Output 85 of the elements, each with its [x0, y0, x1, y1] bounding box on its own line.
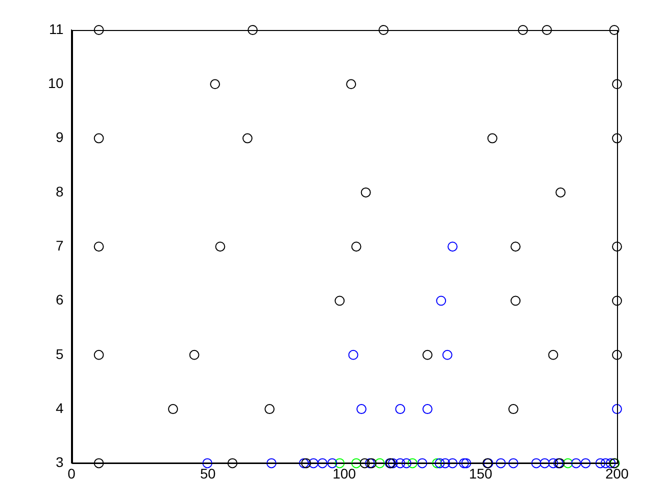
point: [487, 133, 498, 144]
point: [266, 458, 276, 468]
y-tick-label: 7: [56, 237, 64, 254]
x-tick-label: 50: [200, 465, 216, 482]
point: [580, 458, 591, 468]
point: [508, 458, 518, 468]
x-tick-label: 100: [332, 465, 356, 482]
point: [548, 350, 558, 360]
y-tick-label: 10: [48, 75, 64, 92]
point: [356, 404, 366, 414]
y-tick-label: 4: [56, 400, 64, 416]
point: [571, 458, 582, 468]
point: [348, 350, 358, 360]
point: [612, 296, 622, 306]
point: [351, 242, 362, 252]
point: [542, 25, 552, 35]
y-tick-label: 3: [56, 454, 64, 470]
point: [395, 458, 406, 468]
point: [434, 458, 445, 468]
y-tick-label: 5: [56, 346, 64, 362]
point: [612, 242, 622, 252]
point: [510, 242, 521, 252]
point: [189, 350, 200, 360]
point: [510, 296, 521, 306]
point: [334, 296, 345, 306]
y-tick-label: 6: [56, 292, 64, 308]
point: [334, 458, 345, 468]
point: [327, 458, 338, 468]
point: [360, 187, 371, 198]
y-tick-label: 11: [49, 20, 64, 37]
point: [227, 458, 238, 468]
point: [422, 404, 432, 414]
y-tick-label: 8: [56, 183, 64, 200]
point: [531, 458, 542, 468]
point: [360, 458, 370, 468]
point: [210, 79, 220, 90]
point: [612, 404, 622, 414]
x-tick-label: 150: [468, 465, 493, 482]
point: [168, 404, 178, 414]
point: [562, 458, 573, 468]
point: [378, 25, 389, 35]
y-tick-label: 9: [56, 129, 64, 146]
point: [407, 458, 418, 468]
point: [317, 458, 328, 468]
point: [242, 133, 252, 144]
point: [448, 242, 458, 252]
point: [308, 458, 318, 468]
point: [548, 458, 558, 468]
point: [595, 458, 606, 468]
point: [508, 404, 518, 414]
point: [496, 458, 506, 468]
point: [401, 458, 412, 468]
point: [94, 350, 104, 360]
point: [346, 79, 356, 90]
point: [440, 458, 450, 468]
point: [248, 25, 258, 35]
point: [518, 25, 528, 35]
point: [606, 458, 616, 468]
point: [94, 242, 104, 252]
x-tick-label: 200: [605, 465, 629, 482]
point: [417, 458, 428, 468]
point: [612, 79, 622, 90]
point: [94, 25, 104, 35]
x-tick-label: 0: [68, 465, 76, 482]
point: [301, 458, 312, 468]
point: [395, 404, 406, 414]
point: [432, 458, 442, 468]
point: [442, 350, 452, 360]
point: [298, 458, 309, 468]
point: [422, 350, 432, 360]
point: [215, 242, 226, 252]
point: [600, 458, 611, 468]
point: [94, 458, 104, 468]
point: [609, 25, 620, 35]
point: [612, 350, 622, 360]
point: [351, 458, 362, 468]
point: [202, 458, 212, 468]
point: [374, 458, 385, 468]
point: [540, 458, 550, 468]
point: [448, 458, 458, 468]
point: [94, 133, 104, 144]
point: [264, 404, 275, 414]
point: [612, 133, 622, 144]
point: [436, 296, 446, 306]
point: [556, 187, 566, 198]
